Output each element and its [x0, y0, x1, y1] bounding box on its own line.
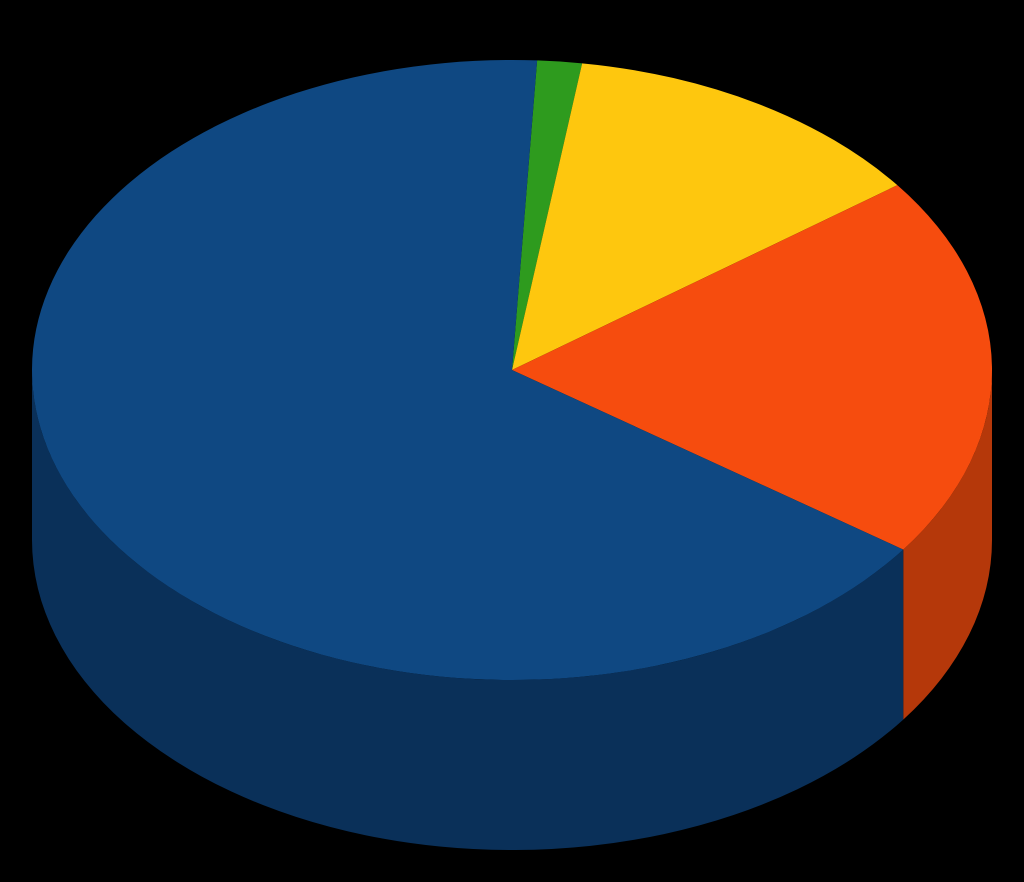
pie-chart-3d	[0, 0, 1024, 882]
